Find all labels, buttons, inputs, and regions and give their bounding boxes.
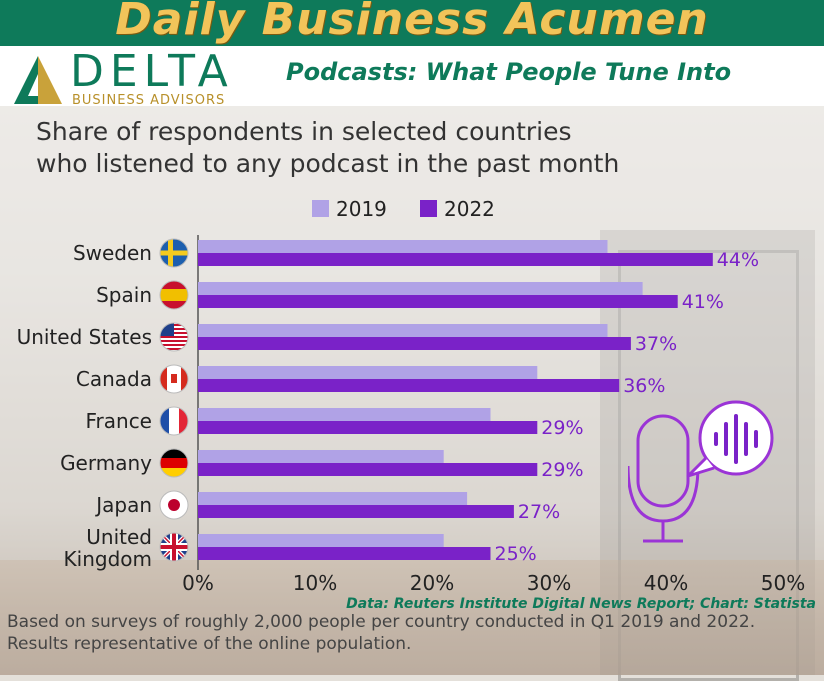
category-label-sweden: Sweden — [73, 241, 152, 265]
flag-border-spain — [159, 280, 189, 310]
page-subtitle: Podcasts: What People Tune Into — [286, 58, 732, 86]
data-label-2022-france: 29% — [541, 417, 583, 439]
legend-label-2022: 2022 — [444, 197, 495, 221]
flag-border-sweden — [159, 238, 189, 268]
flag-border-japan — [159, 490, 189, 520]
flag-france-icon — [160, 407, 188, 435]
delta-logo-icon — [14, 56, 62, 104]
flag-border-germany — [159, 448, 189, 478]
x-tick-label-4: 40% — [644, 571, 688, 595]
top-banner: Daily Business Acumen — [0, 0, 824, 46]
bar-2019-spain — [198, 282, 643, 295]
flag-japan-icon — [160, 491, 188, 519]
flag-canada-icon — [160, 365, 188, 393]
header-strip — [0, 46, 824, 106]
flag-border-canada — [159, 364, 189, 394]
category-label-canada: Canada — [76, 367, 152, 391]
banner-title: Daily Business Acumen — [115, 0, 709, 45]
bar-2022-united-states — [198, 337, 631, 350]
bar-2019-germany — [198, 450, 444, 463]
category-label-germany: Germany — [60, 451, 152, 475]
flag-united-states-icon — [160, 323, 188, 351]
bar-2022-canada — [198, 379, 620, 392]
category-label-spain: Spain — [96, 283, 152, 307]
data-label-2022-germany: 29% — [541, 459, 583, 481]
logo-wordmark: DELTA — [70, 46, 234, 97]
bar-2022-france — [198, 421, 538, 434]
chart-title-line-1: Share of respondents in selected countri… — [36, 117, 572, 146]
category-label-united-kingdom-line-1: United — [86, 525, 152, 549]
flag-united-kingdom-icon — [160, 533, 188, 561]
flag-border-united-kingdom — [159, 532, 189, 562]
data-label-2022-spain: 41% — [682, 291, 724, 313]
bar-2019-canada — [198, 366, 538, 379]
x-tick-label-1: 10% — [293, 571, 337, 595]
chart-title: Share of respondents in selected countri… — [36, 116, 676, 180]
data-label-2022-united-kingdom: 25% — [495, 543, 537, 565]
category-label-united-kingdom-line-2: Kingdom — [64, 547, 152, 571]
data-source: Data: Reuters Institute Digital News Rep… — [346, 596, 816, 612]
bar-2022-japan — [198, 505, 514, 518]
legend-swatch-2019 — [312, 200, 329, 217]
flag-germany-icon — [160, 449, 188, 477]
bar-2019-united-states — [198, 324, 608, 337]
podcast-microphone-icon — [628, 400, 774, 543]
x-tick-label-3: 30% — [527, 571, 571, 595]
bar-2019-united-kingdom — [198, 534, 444, 547]
bar-2019-sweden — [198, 240, 608, 253]
logo-tagline: BUSINESS ADVISORS — [72, 93, 226, 108]
x-tick-label-5: 50% — [761, 571, 805, 595]
flag-spain-icon — [160, 281, 188, 309]
category-label-united-states: United States — [17, 325, 152, 349]
x-tick-label-2: 20% — [410, 571, 454, 595]
flag-border-united-states — [159, 322, 189, 352]
background-floor — [0, 560, 824, 675]
bar-2022-spain — [198, 295, 678, 308]
data-label-2022-canada: 36% — [623, 375, 665, 397]
data-label-2022-united-states: 37% — [635, 333, 677, 355]
flag-border-france — [159, 406, 189, 436]
data-label-2022-sweden: 44% — [717, 249, 759, 271]
flag-sweden-icon — [160, 239, 188, 267]
bar-2022-sweden — [198, 253, 713, 266]
x-tick-label-0: 0% — [182, 571, 214, 595]
bar-2022-germany — [198, 463, 538, 476]
bar-2019-france — [198, 408, 491, 421]
chart-title-line-2: who listened to any podcast in the past … — [36, 149, 620, 178]
bar-2022-united-kingdom — [198, 547, 491, 560]
legend-label-2019: 2019 — [336, 197, 387, 221]
chart-footnote: Based on surveys of roughly 2,000 people… — [7, 612, 756, 654]
category-label-japan: Japan — [94, 493, 152, 517]
legend-swatch-2022 — [420, 200, 437, 217]
category-label-france: France — [85, 409, 152, 433]
data-label-2022-japan: 27% — [518, 501, 560, 523]
bar-2019-japan — [198, 492, 468, 505]
